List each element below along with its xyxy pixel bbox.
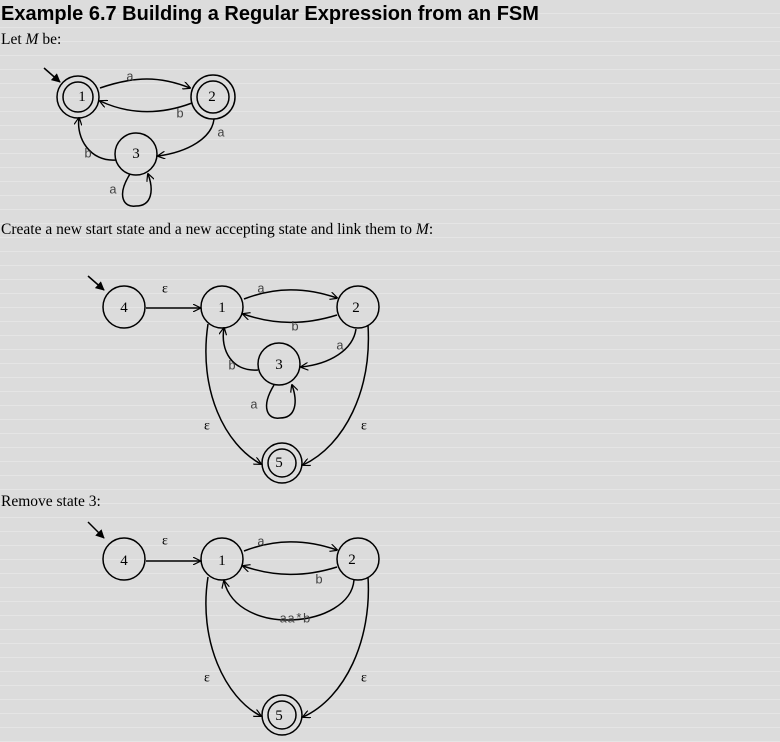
intro-text-end: be: [38, 31, 62, 48]
svg-text:4: 4 [120, 300, 128, 316]
fsm-diagram-augmented: 4 1 2 3 5 ε a b a b a ε ε [87, 275, 380, 484]
svg-text:2: 2 [348, 552, 356, 568]
svg-text:b: b [176, 107, 184, 122]
svg-text:a: a [257, 535, 265, 550]
edge-2-1-b [100, 101, 193, 113]
svg-text:3: 3 [132, 146, 140, 162]
fsm-diagram-reduced: 4 1 2 5 ε a b aa*b ε ε [87, 521, 380, 736]
fsm-diagram-original: 1 2 3 a b a b a [43, 67, 236, 207]
state-2: 2 [336, 285, 380, 329]
svg-text:1: 1 [218, 553, 226, 569]
step1-var: M [415, 221, 429, 238]
state-2: 2 [336, 537, 380, 581]
svg-text:5: 5 [275, 708, 283, 724]
svg-text:2: 2 [352, 300, 360, 316]
state-1: 1 [56, 75, 100, 119]
svg-text:1: 1 [218, 300, 226, 316]
edge-2-5-eps [303, 576, 370, 717]
edge-1-2-a [243, 289, 337, 299]
svg-text:1: 1 [78, 89, 86, 105]
svg-text:5: 5 [275, 455, 283, 471]
svg-text:b: b [84, 147, 92, 162]
loop-3-a [121, 174, 152, 207]
intro-text: Let [1, 31, 26, 48]
page-title: Example 6.7 Building a Regular Expressio… [1, 3, 539, 25]
step1-paragraph: Create a new start state and a new accep… [1, 220, 433, 240]
edge-3-1-b [223, 328, 259, 371]
state-2: 2 [190, 74, 236, 120]
start-arrow [43, 67, 61, 83]
step2-paragraph: Remove state 3: [1, 493, 101, 510]
svg-text:aa*b: aa*b [279, 612, 310, 627]
edge-1-5-eps [205, 323, 261, 464]
edge-2-1-b [243, 314, 338, 324]
start-arrow [87, 275, 105, 291]
svg-text:ε: ε [361, 419, 367, 434]
state-4: 4 [102, 285, 146, 329]
svg-text:a: a [126, 70, 134, 85]
svg-text:b: b [291, 320, 299, 335]
edge-2-1-b [243, 566, 338, 576]
loop-3-a [265, 385, 296, 419]
state-1: 1 [200, 537, 244, 581]
state-4: 4 [102, 537, 146, 581]
svg-text:b: b [315, 573, 323, 588]
svg-text:3: 3 [275, 357, 283, 373]
svg-text:a: a [109, 183, 117, 198]
edge-2-3-a [158, 118, 215, 156]
intro-paragraph: Let M be: [1, 30, 61, 50]
svg-text:a: a [217, 126, 225, 141]
step1-text-end: : [428, 221, 434, 238]
svg-text:a: a [250, 398, 258, 413]
svg-text:2: 2 [208, 89, 216, 105]
state-1: 1 [200, 285, 244, 329]
edge-2-3-a [301, 328, 357, 367]
state-3: 3 [257, 342, 301, 386]
state-3: 3 [114, 132, 158, 176]
edge-2-1-aab [224, 580, 355, 621]
edge-1-2-a [99, 78, 190, 88]
svg-text:ε: ε [204, 671, 210, 686]
svg-text:b: b [228, 359, 236, 374]
svg-text:a: a [257, 282, 265, 297]
intro-var: M [25, 31, 39, 48]
svg-text:4: 4 [120, 553, 128, 569]
edge-1-5-eps [205, 576, 261, 716]
svg-text:ε: ε [162, 282, 168, 297]
svg-text:ε: ε [361, 671, 367, 686]
edge-2-5-eps [303, 324, 370, 465]
state-5: 5 [261, 442, 303, 484]
svg-text:ε: ε [204, 419, 210, 434]
step1-text: Create a new start state and a new accep… [1, 221, 416, 238]
svg-text:a: a [336, 339, 344, 354]
edge-1-2-a [243, 541, 337, 551]
edge-3-1-b [79, 118, 117, 161]
svg-text:ε: ε [162, 534, 168, 549]
start-arrow [87, 521, 105, 539]
state-5: 5 [261, 694, 303, 736]
